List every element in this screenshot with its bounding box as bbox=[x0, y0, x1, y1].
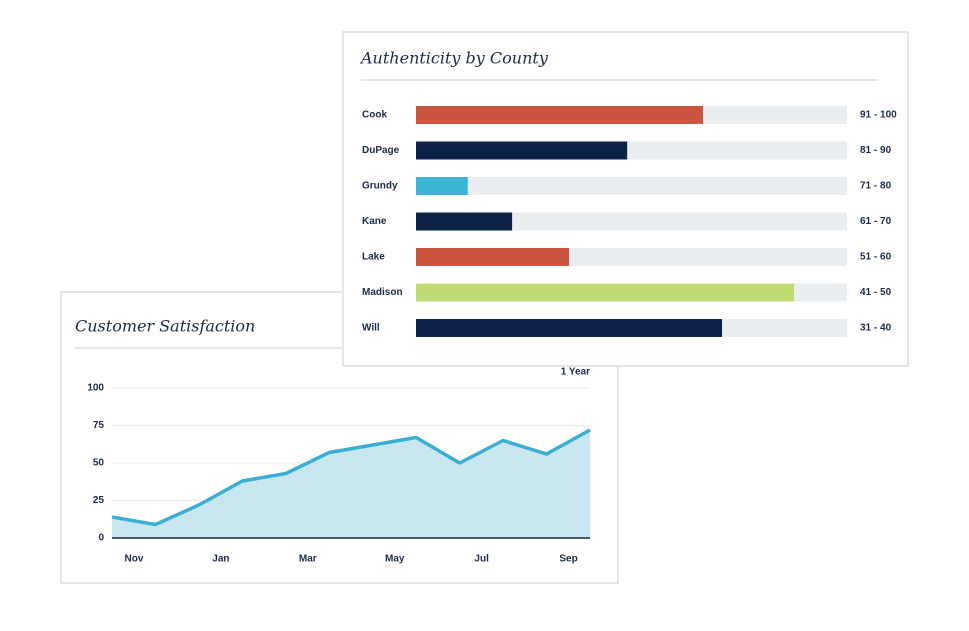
category-label: DuPage bbox=[362, 145, 400, 156]
card-frame bbox=[342, 31, 909, 367]
y-tick-label: 50 bbox=[93, 458, 105, 469]
category-label: Grundy bbox=[362, 181, 398, 192]
y-tick-label: 100 bbox=[87, 383, 104, 394]
y-tick-label: 75 bbox=[93, 420, 105, 431]
category-label: Madison bbox=[362, 287, 403, 298]
bar-track bbox=[416, 212, 847, 231]
county-card: Authenticity by County Cook 91 - 100 DuPag… bbox=[342, 31, 909, 367]
bar bbox=[416, 141, 628, 160]
y-tick-label: 0 bbox=[98, 533, 104, 544]
range-label: 71 - 80 bbox=[860, 181, 892, 192]
x-tick-label: Nov bbox=[125, 554, 144, 565]
y-tick-label: 25 bbox=[93, 495, 105, 506]
bar bbox=[416, 248, 570, 266]
bar bbox=[416, 319, 723, 337]
range-label: 31 - 40 bbox=[860, 323, 892, 334]
x-tick-label: Jan bbox=[212, 554, 229, 565]
category-label: Lake bbox=[362, 252, 385, 263]
range-label: 91 - 100 bbox=[860, 110, 897, 121]
range-label: 61 - 70 bbox=[860, 216, 892, 227]
chart-title: Customer Satisfaction bbox=[75, 317, 255, 336]
x-tick-label: Mar bbox=[299, 554, 317, 565]
category-label: Kane bbox=[362, 216, 387, 227]
x-tick-label: Jul bbox=[474, 554, 489, 565]
bar-track bbox=[416, 177, 847, 195]
range-label: 41 - 50 bbox=[860, 287, 892, 298]
range-label: 81 - 90 bbox=[860, 145, 892, 156]
category-label: Will bbox=[362, 323, 380, 334]
bar bbox=[416, 283, 794, 302]
chart-title: Authenticity by County bbox=[359, 49, 549, 68]
bar bbox=[416, 212, 513, 231]
x-tick-label: Sep bbox=[559, 554, 577, 565]
x-tick-label: May bbox=[385, 554, 405, 565]
range-label: 51 - 60 bbox=[860, 252, 892, 263]
bar bbox=[416, 106, 704, 124]
bar bbox=[416, 177, 468, 195]
category-label: Cook bbox=[362, 110, 387, 121]
range-label[interactable]: 1 Year bbox=[561, 367, 590, 378]
line bbox=[111, 428, 591, 527]
area-fill bbox=[112, 430, 590, 538]
